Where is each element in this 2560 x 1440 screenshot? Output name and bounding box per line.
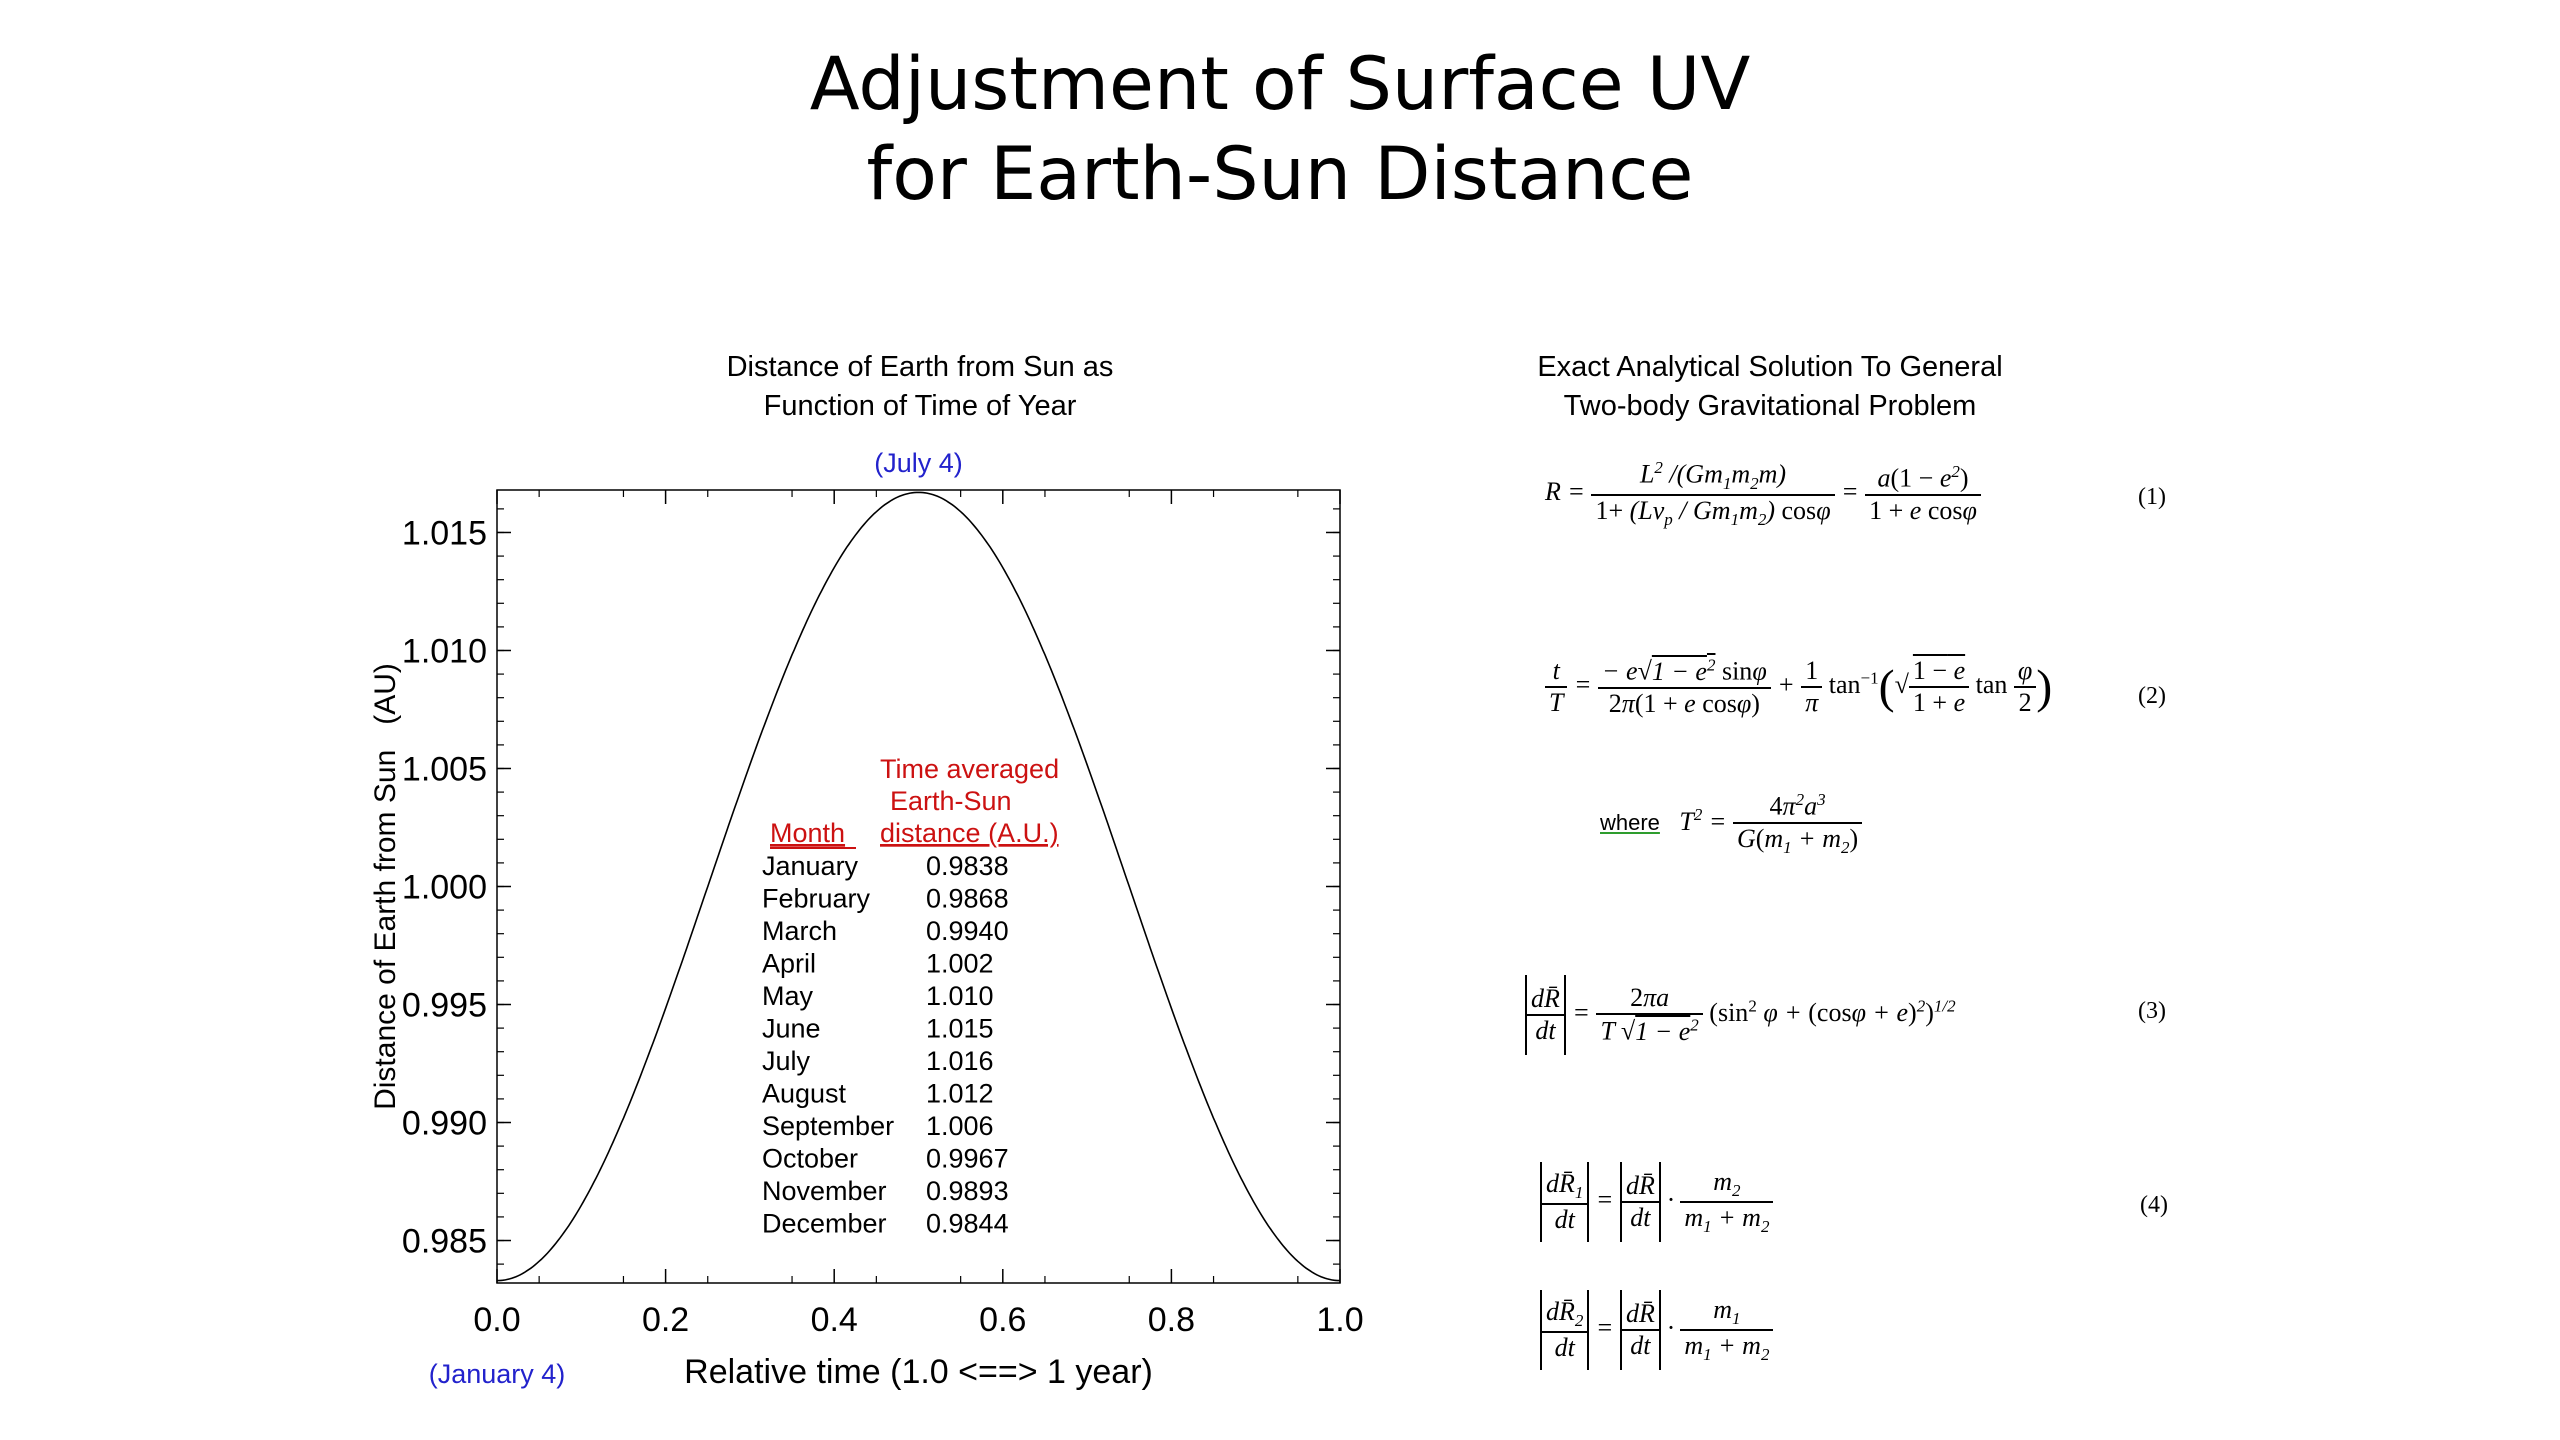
equation-4a: dR̄1 dt = dR̄ dt · m2 m1 + m2: [1540, 1162, 1774, 1242]
table-value: 0.9838: [926, 851, 1009, 881]
table-value: 0.9868: [926, 884, 1009, 914]
table-month: February: [762, 884, 871, 914]
y-tick-label: 0.985: [402, 1223, 487, 1261]
equation-4b: dR̄2 dt = dR̄ dt · m1 m1 + m2: [1540, 1290, 1774, 1370]
equation-1-label: (1): [2138, 484, 2166, 510]
x-tick-label: 1.0: [1316, 1301, 1363, 1339]
table-header-value-line1: Time averaged: [880, 754, 1059, 784]
slide-title: Adjustment of Surface UV for Earth-Sun D…: [0, 40, 2560, 220]
equations-caption-line1: Exact Analytical Solution To General: [1537, 351, 2003, 383]
table-month: May: [762, 981, 814, 1011]
table-month: October: [762, 1144, 858, 1174]
table-value: 1.006: [926, 1111, 994, 1141]
table-value: 0.9844: [926, 1209, 1009, 1239]
table-month: September: [762, 1111, 894, 1141]
y-tick-label: 1.000: [402, 869, 487, 907]
table-value: 1.015: [926, 1014, 994, 1044]
table-value: 1.002: [926, 949, 994, 979]
table-value: 0.9893: [926, 1176, 1009, 1206]
table-header-value-line3: distance (A.U.): [880, 818, 1059, 848]
table-month: December: [762, 1209, 887, 1239]
equations-caption-line2: Two-body Gravitational Problem: [1563, 390, 1977, 422]
y-tick-label: 0.990: [402, 1105, 487, 1143]
y-tick-label: 1.005: [402, 750, 487, 788]
x-tick-label: 0.0: [473, 1301, 520, 1339]
peak-annotation: (July 4): [874, 448, 963, 478]
x-tick-label: 0.8: [1148, 1301, 1195, 1339]
y-tick-label: 1.010: [402, 632, 487, 670]
where-label: where: [1600, 809, 1660, 835]
table-header-value-line2: Earth-Sun: [890, 786, 1012, 816]
table-month: November: [762, 1176, 887, 1206]
series-line: [497, 491, 1340, 1282]
table-header-month: Month: [770, 818, 845, 848]
start-annotation: (January 4): [429, 1359, 566, 1389]
table-value: 0.9940: [926, 916, 1009, 946]
chart-caption-line1: Distance of Earth from Sun as: [726, 351, 1114, 383]
equation-3-label: (3): [2138, 998, 2166, 1024]
table-month: March: [762, 916, 837, 946]
equation-3: dR̄ dt = 2πa T √1 − e2 (sin2 φ + (cosφ + e…: [1525, 975, 1956, 1055]
table-month: July: [762, 1046, 811, 1076]
slide-title-line1: Adjustment of Surface UV: [809, 42, 1751, 127]
slide-title-line2: for Earth-Sun Distance: [866, 132, 1694, 217]
table-value: 1.012: [926, 1079, 994, 1109]
table-value: 1.010: [926, 981, 994, 1011]
y-axis-label: Distance of Earth from Sun (AU): [369, 663, 402, 1110]
equations-caption: Exact Analytical Solution To General Two…: [1470, 348, 2070, 426]
equation-4-label: (4): [2140, 1192, 2168, 1218]
equation-1: R = L2 /(Gm1m2m) 1+ (Lvp / Gm1m2) cosφ = …: [1545, 458, 1981, 530]
x-tick-label: 0.6: [979, 1301, 1026, 1339]
equation-2-label: (2): [2138, 683, 2166, 709]
table-month: January: [762, 851, 859, 881]
table-value: 1.016: [926, 1046, 994, 1076]
x-axis-label: Relative time (1.0 <==> 1 year): [684, 1353, 1153, 1391]
x-tick-label: 0.4: [811, 1301, 858, 1339]
chart-caption: Distance of Earth from Sun as Function o…: [620, 348, 1220, 426]
chart-caption-line2: Function of Time of Year: [763, 390, 1077, 422]
table-month: June: [762, 1014, 821, 1044]
table-month: April: [762, 949, 816, 979]
y-tick-label: 1.015: [402, 514, 487, 552]
y-tick-label: 0.995: [402, 987, 487, 1025]
plot-frame: [496, 489, 1341, 1284]
equation-period: where T2 = 4π2a3 G(m1 + m2): [1600, 790, 1863, 858]
table-month: August: [762, 1079, 847, 1109]
x-tick-label: 0.2: [642, 1301, 689, 1339]
table-value: 0.9967: [926, 1144, 1009, 1174]
